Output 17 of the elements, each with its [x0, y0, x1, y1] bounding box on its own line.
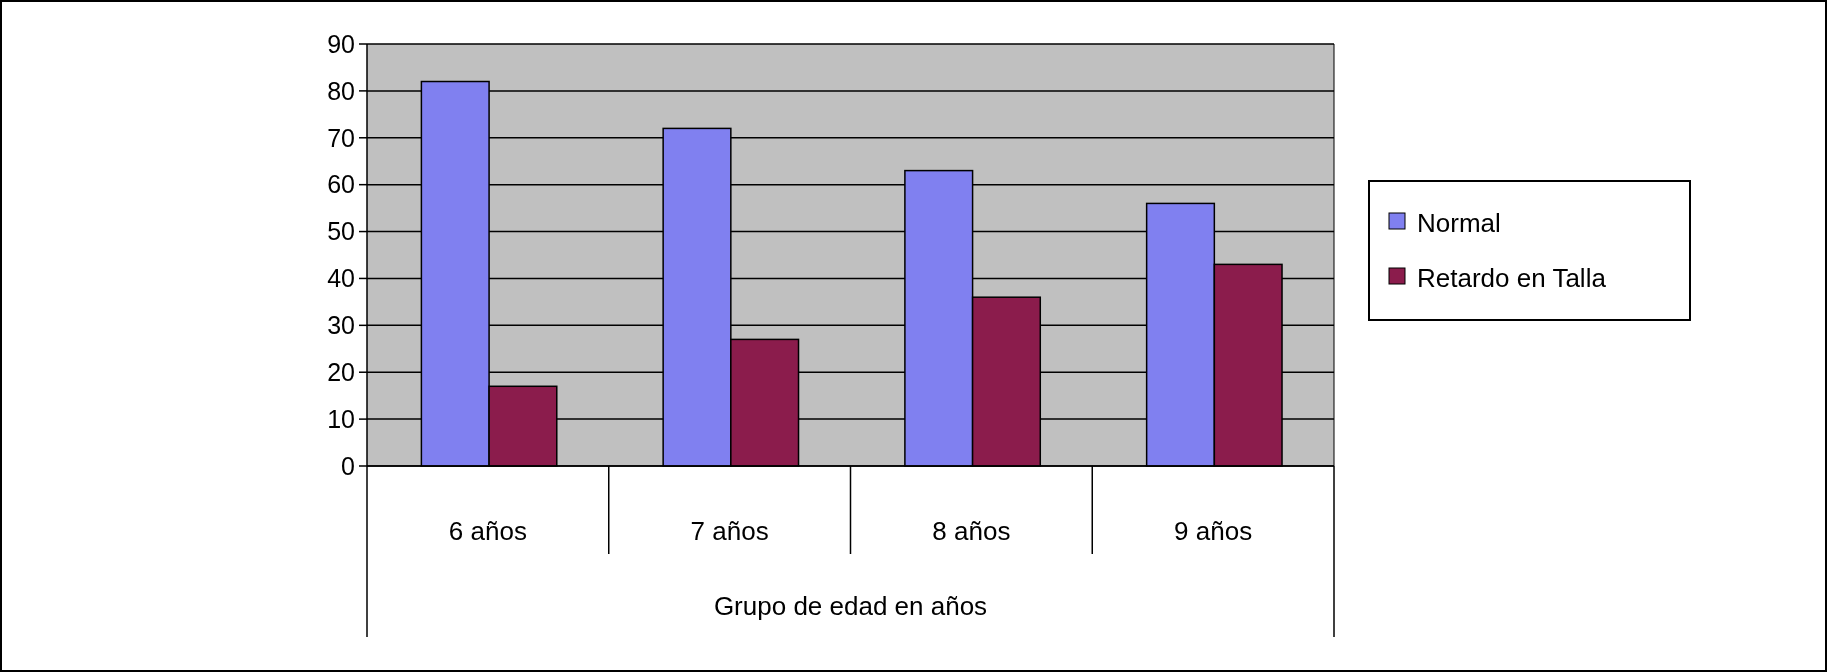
y-tick-label: 0	[341, 451, 355, 480]
y-tick-label: 50	[327, 217, 355, 246]
y-tick-label: 90	[327, 29, 355, 58]
legend-label: Retardo en Talla	[1417, 263, 1607, 294]
y-tick-label: 30	[327, 311, 355, 340]
y-tick-label: 10	[327, 404, 355, 433]
x-tick-label: 8 años	[932, 516, 1011, 546]
y-tick-label: 80	[327, 76, 355, 105]
x-tick-label: 6 años	[448, 516, 527, 546]
x-tick-label: 9 años	[1174, 516, 1253, 546]
x-axis-title: Grupo de edad en años	[713, 591, 988, 621]
y-tick-label: 20	[327, 357, 355, 386]
y-tick-label: 40	[327, 264, 355, 293]
x-tick-label: 7 años	[690, 516, 769, 546]
legend-label: Normal	[1417, 208, 1501, 239]
y-tick-label: 60	[327, 170, 355, 199]
y-tick-label: 70	[327, 123, 355, 152]
